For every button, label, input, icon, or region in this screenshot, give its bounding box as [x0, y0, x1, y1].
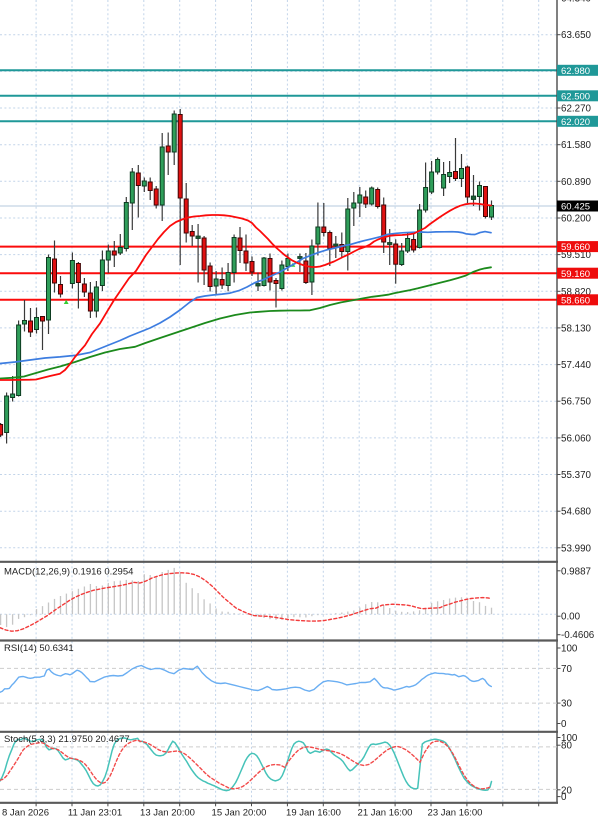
svg-text:62.270: 62.270 [561, 104, 592, 115]
svg-text:23 Jan 16:00: 23 Jan 16:00 [428, 808, 483, 819]
svg-text:56.750: 56.750 [561, 397, 592, 408]
svg-text:80: 80 [561, 741, 572, 752]
svg-text:63.650: 63.650 [561, 30, 592, 41]
svg-text:59.160: 59.160 [561, 269, 590, 280]
svg-text:20: 20 [561, 785, 572, 796]
svg-text:61.580: 61.580 [561, 140, 592, 151]
svg-text:58.820: 58.820 [561, 287, 592, 298]
svg-text:0: 0 [561, 792, 567, 803]
svg-text:0: 0 [561, 719, 567, 730]
svg-text:-0.4606: -0.4606 [561, 630, 595, 641]
svg-text:13 Jan 20:00: 13 Jan 20:00 [140, 808, 195, 819]
svg-text:8 Jan 2026: 8 Jan 2026 [2, 808, 49, 819]
svg-text:58.130: 58.130 [561, 323, 592, 334]
svg-text:56.060: 56.060 [561, 433, 592, 444]
svg-text:62.980: 62.980 [561, 66, 590, 77]
svg-text:0.9887: 0.9887 [561, 566, 591, 577]
svg-text:RSI(14) 50.6341: RSI(14) 50.6341 [4, 643, 74, 654]
svg-text:59.660: 59.660 [561, 242, 590, 253]
svg-text:54.680: 54.680 [561, 507, 592, 518]
svg-text:62.020: 62.020 [561, 117, 590, 128]
svg-text:59.510: 59.510 [561, 250, 592, 261]
svg-text:62.500: 62.500 [561, 91, 590, 102]
svg-text:19 Jan 16:00: 19 Jan 16:00 [286, 808, 341, 819]
svg-text:55.370: 55.370 [561, 470, 592, 481]
svg-text:MACD(12,26,9) 0.1916 0.2954: MACD(12,26,9) 0.1916 0.2954 [4, 567, 133, 578]
svg-text:Stoch(5,3,3) 21.9750 20.4677: Stoch(5,3,3) 21.9750 20.4677 [4, 734, 130, 745]
svg-text:100: 100 [561, 644, 578, 655]
svg-text:57.440: 57.440 [561, 360, 592, 371]
svg-text:0.00: 0.00 [561, 612, 581, 623]
svg-text:15 Jan 20:00: 15 Jan 20:00 [212, 808, 267, 819]
svg-text:60.200: 60.200 [561, 214, 592, 225]
svg-text:100: 100 [561, 733, 578, 744]
svg-text:60.425: 60.425 [561, 202, 590, 213]
svg-text:58.660: 58.660 [561, 295, 590, 306]
svg-text:11 Jan 23:01: 11 Jan 23:01 [68, 808, 122, 819]
svg-text:53.990: 53.990 [561, 543, 592, 554]
svg-text:30: 30 [561, 699, 572, 710]
svg-text:70: 70 [561, 664, 572, 675]
svg-text:64.340: 64.340 [561, 0, 592, 5]
svg-text:21 Jan 16:00: 21 Jan 16:00 [358, 808, 413, 819]
svg-text:60.890: 60.890 [561, 177, 592, 188]
